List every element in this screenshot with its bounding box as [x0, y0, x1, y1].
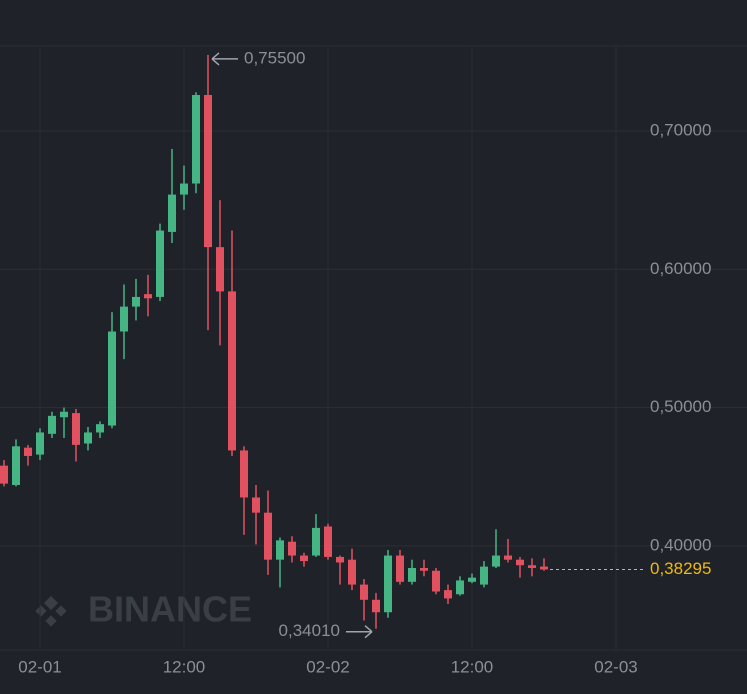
- candle-body: [143, 294, 152, 299]
- candle-body: [419, 567, 428, 571]
- candle-body: [23, 447, 32, 456]
- candle-body: [431, 570, 440, 592]
- watermark: BINANCE: [88, 589, 252, 630]
- candle-body: [155, 230, 164, 297]
- candle-body: [263, 512, 272, 560]
- candle-body: [11, 446, 20, 486]
- annotation-arrow: [211, 52, 238, 66]
- candle-body: [251, 497, 260, 513]
- candle-body: [203, 95, 212, 248]
- candle-body: [503, 555, 512, 560]
- candle-body: [347, 559, 356, 585]
- candle-body: [443, 590, 452, 599]
- annotation-label: 0,34010: [279, 621, 340, 640]
- candle-body: [191, 95, 200, 184]
- candle-body: [479, 566, 488, 585]
- candle-body: [35, 432, 44, 455]
- candle-body: [131, 296, 140, 307]
- x-tick-label: 02-01: [18, 657, 61, 676]
- candle-body: [323, 526, 332, 557]
- x-tick-label: 12:00: [451, 657, 494, 676]
- candle-body: [287, 541, 296, 556]
- y-tick-label: 0,70000: [650, 120, 711, 139]
- candle-body: [527, 565, 536, 568]
- annotation-label: 0,75500: [244, 48, 305, 67]
- candle-body: [95, 424, 104, 433]
- candle-body: [239, 450, 248, 498]
- candle-body: [167, 194, 176, 232]
- watermark-logo: [35, 595, 67, 627]
- annotation-arrow: [346, 625, 373, 639]
- x-tick-label: 02-03: [594, 657, 637, 676]
- candle-body: [227, 291, 236, 451]
- candle-body: [359, 584, 368, 600]
- y-tick-label: 0,60000: [650, 259, 711, 278]
- candle-body: [311, 527, 320, 556]
- candle-body: [407, 567, 416, 582]
- x-tick-label: 12:00: [163, 657, 206, 676]
- y-tick-label: 0,40000: [650, 535, 711, 554]
- candle-body: [275, 540, 284, 560]
- x-tick-label: 02-02: [306, 657, 349, 676]
- candle-body: [47, 415, 56, 434]
- candle-body: [383, 555, 392, 613]
- candle-body: [395, 555, 404, 582]
- candle-body: [59, 411, 68, 418]
- candle-body: [215, 247, 224, 292]
- candle-body: [119, 306, 128, 332]
- candle-body: [0, 465, 8, 484]
- candle-body: [335, 556, 344, 563]
- candle-body: [467, 577, 476, 582]
- candle-body: [299, 555, 308, 562]
- last-price-label: 0,38295: [650, 559, 711, 578]
- candle-body: [515, 559, 524, 566]
- candle-body: [491, 555, 500, 567]
- y-tick-label: 0,50000: [650, 397, 711, 416]
- candle-body: [83, 432, 92, 444]
- candle-body: [71, 413, 80, 445]
- candle-body: [179, 183, 188, 195]
- candle-body: [539, 566, 548, 570]
- candle-body: [455, 580, 464, 595]
- candle-body: [107, 331, 116, 426]
- candle-body: [371, 599, 380, 613]
